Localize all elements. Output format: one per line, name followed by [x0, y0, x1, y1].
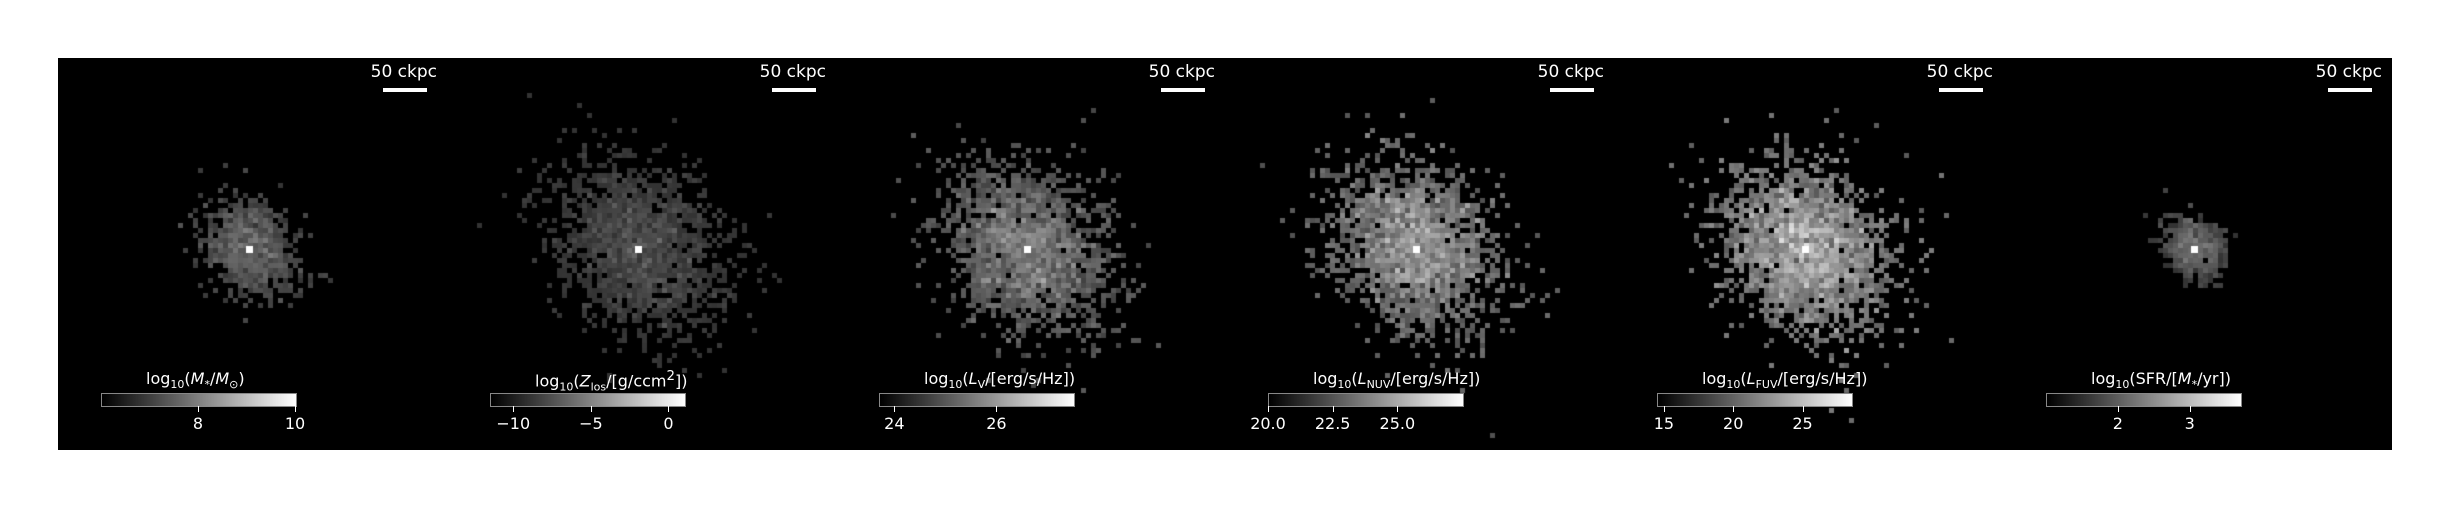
galaxy-map-stellar-mass — [58, 58, 447, 450]
colorbar-tick — [894, 406, 896, 412]
scale-bar-line — [1939, 88, 1983, 92]
colorbar-tick — [513, 406, 515, 412]
colorbar-tick — [590, 406, 592, 412]
colorbar-tick-label: 22.5 — [1314, 414, 1351, 433]
colorbar-metallicity — [490, 393, 686, 407]
scale-bar-label: 50 ckpc — [1537, 62, 1604, 82]
scale-bar-line — [1161, 88, 1205, 92]
colorbar-nuv — [1268, 393, 1464, 407]
scale-bar-line — [383, 88, 427, 92]
scale-bar-label: 50 ckpc — [1148, 62, 1215, 82]
scale-bar-label: 50 ckpc — [1926, 62, 1993, 82]
colorbar-tick-label: 20.0 — [1250, 414, 1286, 433]
colorbar-v-band — [879, 393, 1075, 407]
colorbar-tick — [996, 406, 998, 412]
colorbar-tick — [1802, 406, 1804, 412]
scale-bar-line — [1550, 88, 1594, 92]
colorbar-tick-label: 26 — [986, 414, 1007, 433]
panel-fuv: 50 ckpc log10(LFUV/[erg/s/Hz]) 15 20 25 — [1614, 58, 2003, 450]
galaxy-map-nuv — [1225, 58, 1614, 450]
scale-bar-label: 50 ckpc — [759, 62, 826, 82]
colorbar-tick-label: −10 — [496, 414, 531, 433]
colorbar-tick-label: −5 — [579, 414, 603, 433]
scale-bar-label: 50 ckpc — [370, 62, 437, 82]
colorbar-tick — [1332, 406, 1334, 412]
colorbar-sfr — [2046, 393, 2242, 407]
scale-bar-line — [2328, 88, 2372, 92]
panel-v-band: 50 ckpc log10(LV/[erg/s/Hz]) 24 26 — [836, 58, 1225, 450]
colorbar-tick-label: 24 — [884, 414, 905, 433]
scale-bar-line — [772, 88, 816, 92]
colorbar-tick — [2117, 406, 2119, 412]
colorbar-title-stellar-mass: log10(M*/M⊙) — [146, 369, 245, 392]
colorbar-tick-label: 0 — [663, 414, 674, 433]
figure-strip: 50 ckpc log10(M*/M⊙) 8 10 50 ckpc log10(Zlos/… — [58, 58, 2392, 450]
panel-metallicity: 50 ckpc log10(Zlos/[g/ccm2]) −10 −5 0 — [447, 58, 836, 450]
colorbar-title-nuv: log10(LNUV/[erg/s/Hz]) — [1313, 369, 1481, 392]
colorbar-tick — [2189, 406, 2191, 412]
colorbar-tick — [1663, 406, 1665, 412]
colorbar-tick — [668, 406, 670, 412]
colorbar-tick — [295, 406, 296, 412]
colorbar-tick — [1268, 406, 1269, 412]
colorbar-tick-label: 10 — [284, 414, 306, 433]
colorbar-tick-label: 3 — [2184, 414, 2195, 433]
colorbar-tick-label: 2 — [2112, 414, 2123, 433]
galaxy-map-sfr — [2003, 58, 2392, 450]
colorbar-tick-label: 8 — [192, 414, 204, 433]
colorbar-fuv — [1657, 393, 1853, 407]
colorbar-tick-label: 25 — [1792, 414, 1813, 433]
panel-sfr: 50 ckpc log10(SFR/[M*/yr]) 2 3 — [2003, 58, 2392, 450]
panel-stellar-mass: 50 ckpc log10(M*/M⊙) 8 10 — [58, 58, 447, 450]
galaxy-map-v-band — [836, 58, 1225, 450]
panel-nuv: 50 ckpc log10(LNUV/[erg/s/Hz]) 20.0 22.5 25.… — [1225, 58, 1614, 450]
colorbar-tick-label: 25.0 — [1379, 414, 1416, 433]
scale-bar-label: 50 ckpc — [2315, 62, 2382, 82]
colorbar-stellar-mass — [101, 393, 297, 407]
galaxy-map-fuv — [1614, 58, 2003, 450]
colorbar-title-metallicity: log10(Zlos/[g/ccm2]) — [535, 369, 688, 394]
colorbar-title-fuv: log10(LFUV/[erg/s/Hz]) — [1702, 369, 1868, 392]
galaxy-map-metallicity — [447, 58, 836, 450]
colorbar-tick — [1397, 406, 1399, 412]
colorbar-tick-label: 15 — [1653, 414, 1675, 433]
colorbar-title-sfr: log10(SFR/[M*/yr]) — [2091, 369, 2231, 392]
colorbar-title-v-band: log10(LV/[erg/s/Hz]) — [924, 369, 1076, 392]
colorbar-tick-label: 20 — [1723, 414, 1744, 433]
colorbar-tick — [1733, 406, 1735, 412]
colorbar-tick — [198, 406, 199, 412]
